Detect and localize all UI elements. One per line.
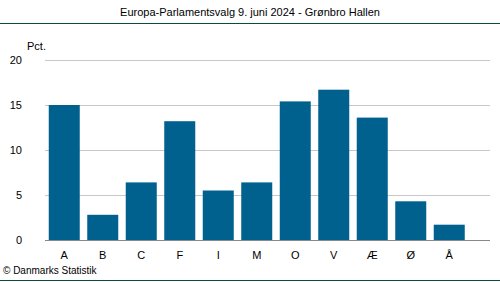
x-tick-label: Ø — [406, 249, 415, 261]
x-tick-label: M — [252, 249, 261, 261]
x-tick-label: F — [176, 249, 183, 261]
bars — [49, 90, 465, 240]
footer-rule — [0, 280, 500, 281]
y-tick-label: 20 — [10, 54, 22, 66]
bar — [434, 225, 465, 240]
bar — [87, 215, 118, 240]
title: Europa-Parlamentsvalg 9. juni 2024 - Grø… — [120, 6, 380, 18]
x-tick-label: B — [99, 249, 106, 261]
x-tick-label: Å — [446, 249, 454, 261]
x-tick-label: Æ — [367, 249, 378, 261]
chart-svg: Europa-Parlamentsvalg 9. juni 2024 - Grø… — [0, 0, 500, 282]
x-tick-label: I — [217, 249, 220, 261]
bar — [280, 101, 311, 240]
bar — [395, 201, 426, 240]
bar — [318, 90, 349, 240]
x-tick-label: V — [330, 249, 338, 261]
y-tick-label: 15 — [10, 99, 22, 111]
bar — [241, 182, 272, 240]
grid-line — [45, 60, 490, 61]
grid-line — [45, 105, 490, 106]
y-tick-label: 10 — [10, 144, 22, 156]
bar — [357, 118, 388, 240]
y-axis-label: Pct. — [27, 40, 46, 52]
grid-line — [45, 240, 490, 241]
bar — [164, 121, 195, 240]
x-tick-label: O — [291, 249, 300, 261]
header-rule — [0, 23, 500, 24]
x-tick-label: C — [137, 249, 145, 261]
bar — [126, 182, 157, 240]
source: © Danmarks Statistik — [3, 265, 98, 276]
y-tick-label: 5 — [16, 189, 22, 201]
bar — [49, 105, 80, 240]
bar — [203, 191, 234, 241]
grid-line — [45, 150, 490, 151]
y-tick-label: 0 — [16, 234, 22, 246]
x-tick-label: A — [61, 249, 69, 261]
chart-container: Europa-Parlamentsvalg 9. juni 2024 - Grø… — [0, 0, 500, 282]
